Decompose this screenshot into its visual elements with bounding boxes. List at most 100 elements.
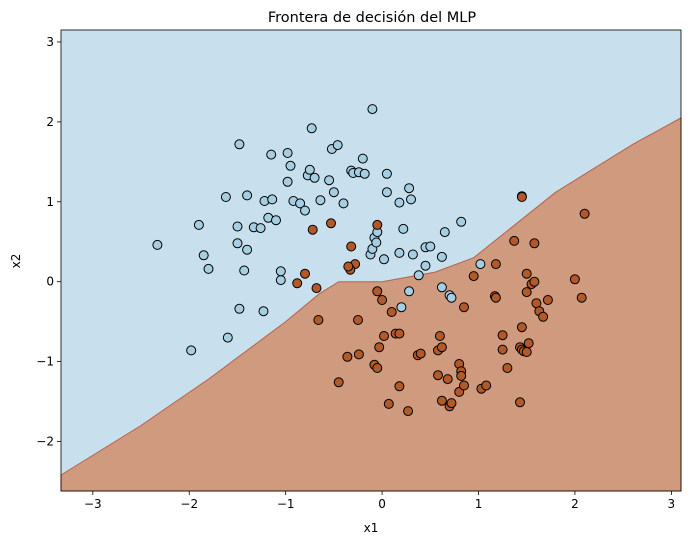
data-point-class0 [266, 149, 277, 160]
data-point-class0 [446, 292, 457, 303]
data-point-class0 [285, 160, 296, 171]
chart-title: Frontera de decisión del MLP [268, 10, 477, 26]
data-point-class0 [420, 260, 431, 271]
data-point-class0 [282, 148, 293, 158]
data-point-class0 [439, 227, 450, 238]
data-point-class1 [456, 370, 467, 381]
data-point-class0 [304, 164, 315, 175]
data-point-class1 [372, 219, 383, 230]
data-point-class1 [394, 328, 405, 339]
data-point-class0 [203, 263, 214, 274]
x-axis: −3 −2 −1 0 1 2 3 [84, 491, 675, 511]
data-point-class0 [242, 190, 253, 201]
data-point-class0 [475, 259, 486, 270]
data-point-class1 [436, 395, 447, 406]
data-point-class1 [353, 349, 364, 360]
data-point-class1 [509, 235, 520, 246]
data-point-class1 [313, 315, 324, 325]
plot-frame [60, 29, 682, 492]
data-point-class0 [357, 153, 368, 164]
data-point-class1 [415, 348, 426, 359]
data-point-class0 [328, 187, 339, 198]
data-point-class1 [516, 192, 527, 202]
data-point-class0 [456, 216, 467, 227]
y-axis: −2 −1 0 1 2 3 [36, 35, 61, 448]
data-point-class1 [346, 241, 357, 252]
data-point-class0 [198, 250, 209, 261]
data-point-class1 [434, 331, 445, 341]
data-point-class1 [490, 292, 501, 303]
data-point-class1 [521, 268, 532, 279]
data-point-class0 [309, 172, 320, 183]
data-point-class0 [267, 194, 278, 205]
data-point-class0 [222, 332, 233, 343]
y-tick-label: 1 [46, 195, 54, 209]
data-point-class0 [436, 251, 447, 262]
data-point-class0 [381, 187, 392, 198]
x-tick-label: −2 [180, 497, 198, 511]
data-point-class1 [433, 370, 443, 381]
data-point-class1 [372, 286, 383, 297]
plot-area [60, 29, 682, 492]
data-point-class0 [394, 197, 405, 208]
data-point-class1 [538, 311, 549, 322]
data-point-class1 [490, 259, 501, 270]
y-tick-label: 2 [46, 115, 54, 129]
x-tick-label: 3 [668, 497, 676, 511]
data-point-class1 [569, 274, 580, 285]
data-point-class0 [232, 221, 243, 232]
data-point-class1 [523, 338, 534, 349]
data-point-class0 [379, 254, 389, 265]
y-axis-label: x2 [9, 254, 23, 269]
data-point-class1 [497, 344, 508, 355]
data-point-class0 [275, 275, 286, 286]
x-axis-label: x1 [364, 521, 379, 535]
x-tick-label: −3 [84, 497, 102, 511]
data-point-class0 [359, 168, 370, 179]
data-point-class0 [413, 270, 424, 281]
data-point-class0 [436, 282, 447, 293]
data-point-class0 [394, 247, 405, 258]
data-point-class1 [292, 278, 303, 289]
data-point-class0 [315, 195, 326, 206]
x-tick-label: 0 [378, 497, 386, 511]
data-point-class1 [502, 363, 513, 373]
data-point-class0 [407, 249, 418, 260]
data-point-class0 [381, 168, 392, 179]
data-point-class1 [383, 398, 394, 409]
y-tick-label: 0 [46, 275, 54, 289]
data-point-class1 [326, 218, 336, 229]
data-point-class1 [521, 287, 532, 298]
data-point-class0 [406, 194, 416, 205]
data-point-class0 [332, 140, 343, 151]
y-tick-label: −2 [36, 434, 54, 448]
data-point-class1 [442, 374, 453, 385]
y-tick-label: −1 [36, 355, 54, 369]
y-tick-label: 3 [46, 35, 54, 49]
data-point-class1 [377, 295, 388, 305]
data-point-class0 [404, 183, 415, 194]
data-point-class0 [338, 198, 349, 209]
data-point-class1 [372, 363, 383, 373]
data-point-class0 [239, 265, 250, 276]
data-point-class1 [529, 276, 540, 287]
data-point-class0 [258, 306, 269, 317]
data-point-class1 [379, 331, 389, 341]
data-point-class1 [386, 307, 397, 317]
data-point-class0 [367, 104, 378, 115]
data-point-class1 [394, 381, 405, 392]
data-point-class1 [307, 224, 318, 235]
data-point-class1 [468, 271, 479, 282]
data-point-class1 [481, 380, 492, 391]
data-point-class0 [234, 303, 245, 314]
data-point-class1 [497, 330, 508, 341]
data-point-class0 [324, 175, 335, 186]
x-tick-label: −1 [277, 497, 295, 511]
data-point-class0 [398, 223, 409, 234]
data-point-class1 [515, 397, 525, 408]
data-point-class1 [353, 315, 363, 325]
data-point-class0 [193, 219, 204, 230]
data-point-class1 [579, 208, 590, 219]
data-point-class1 [459, 302, 469, 313]
